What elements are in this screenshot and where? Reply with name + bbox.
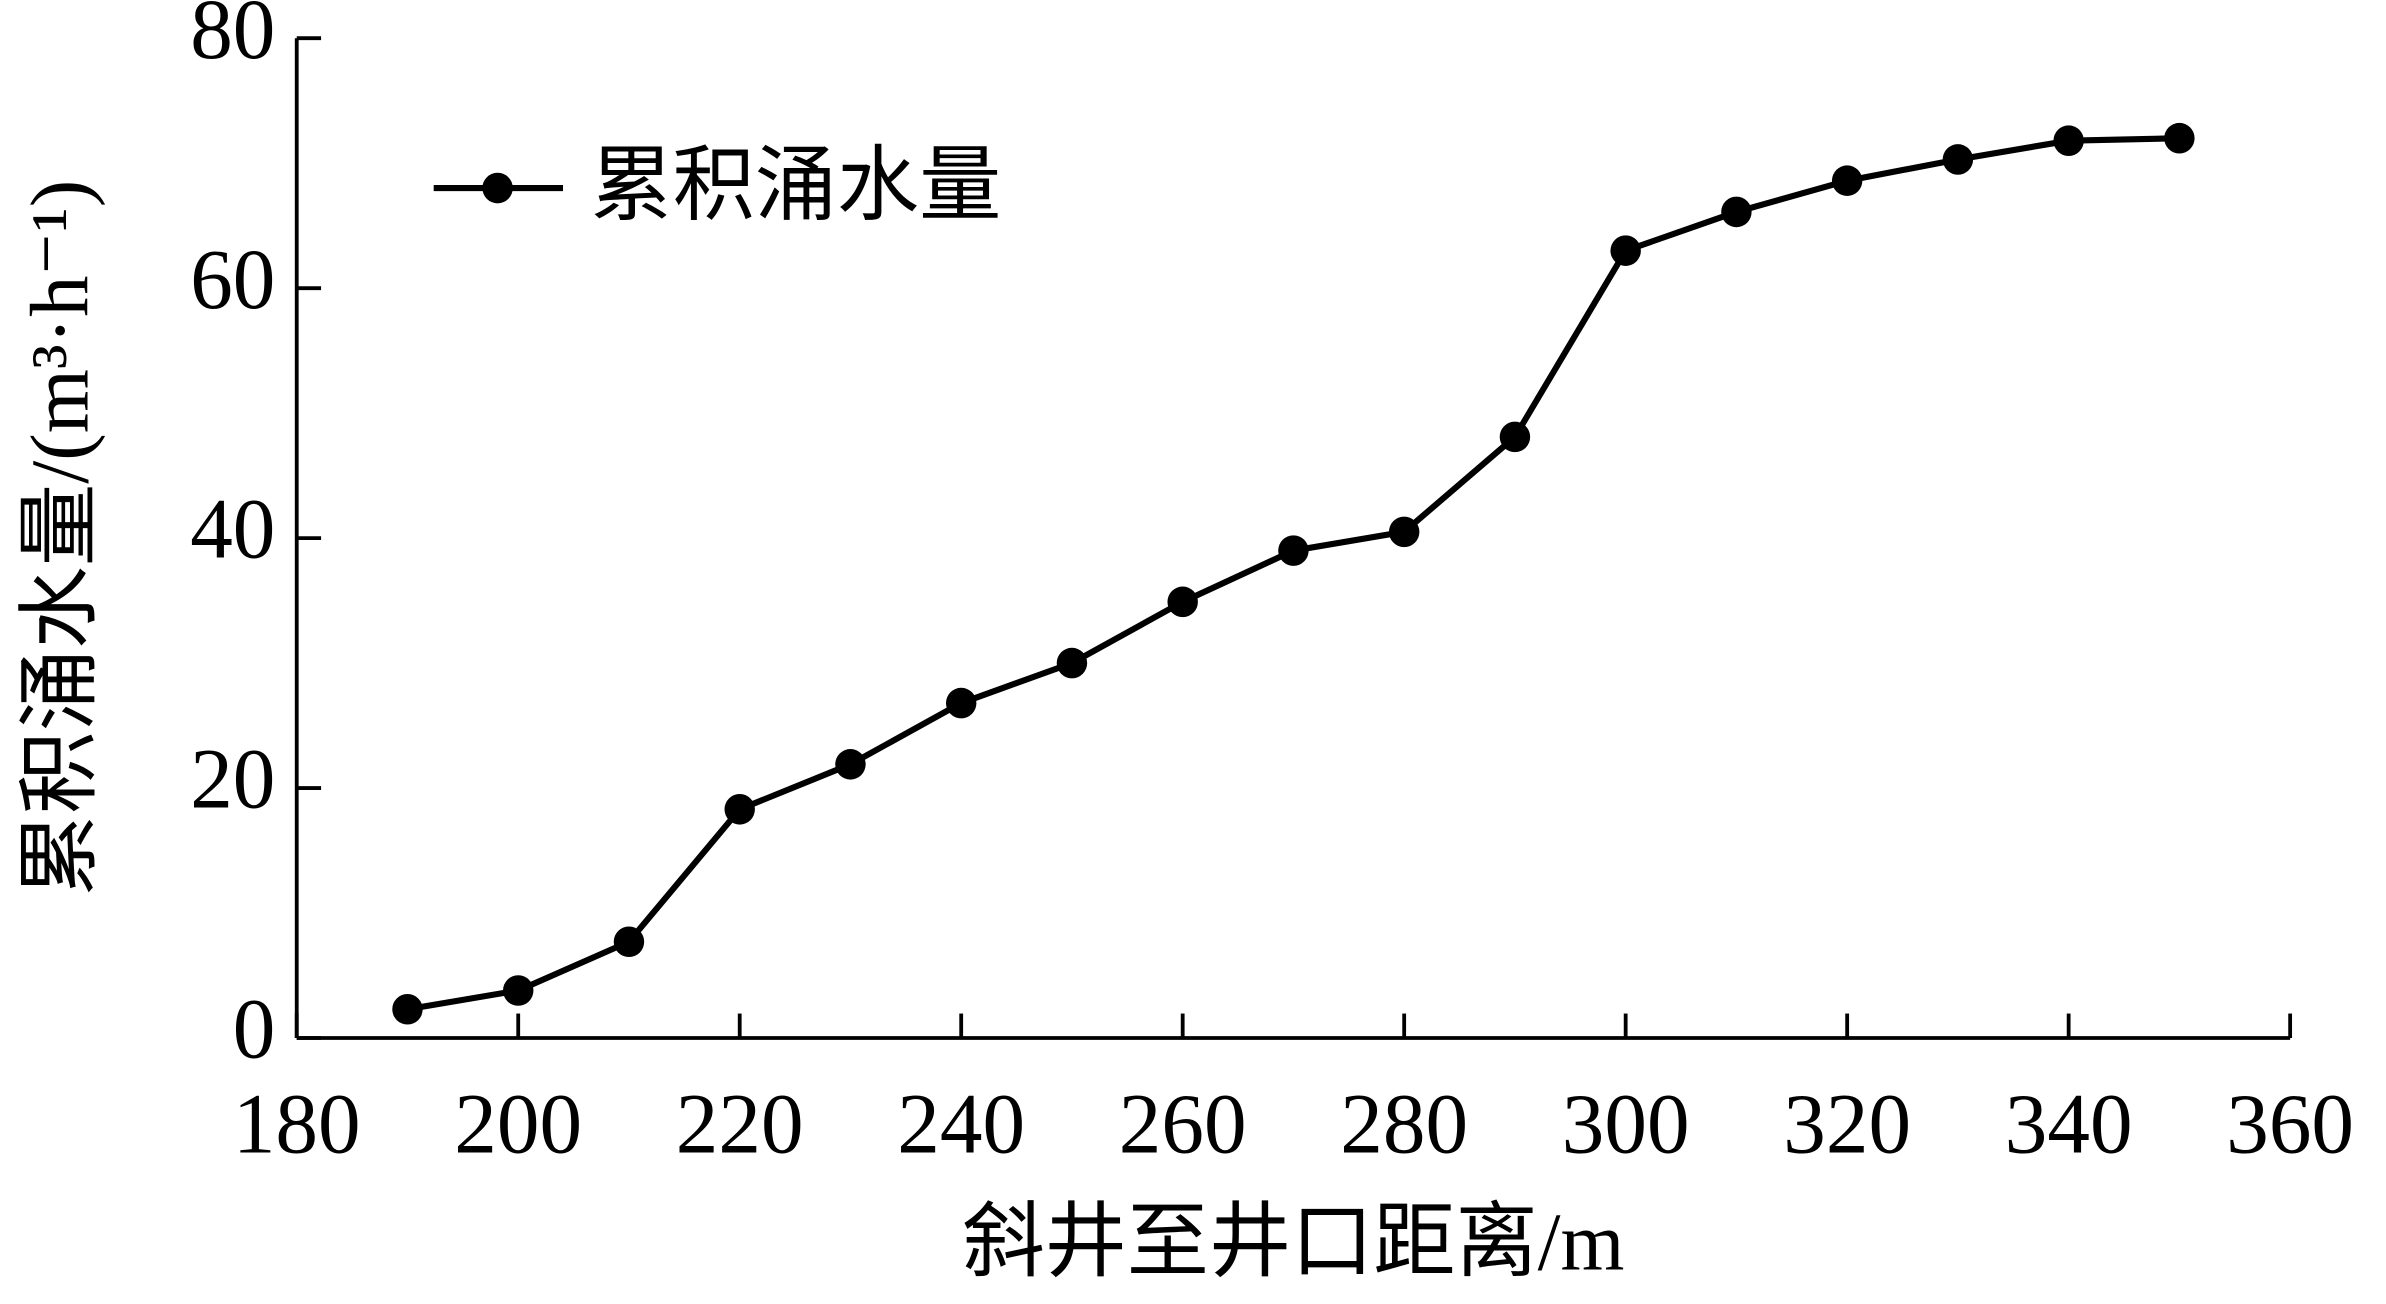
x-tick-label: 240 (897, 1077, 1025, 1171)
x-axis-label: 斜井至井口距离/m (962, 1196, 1624, 1287)
data-point (2053, 125, 2084, 156)
x-tick-label: 280 (1340, 1077, 1468, 1171)
x-tick-label: 200 (454, 1077, 582, 1171)
data-point (1831, 165, 1863, 196)
legend-marker (482, 172, 513, 204)
y-axis-label: 累积涌水量/(m³·h⁻¹) (15, 180, 106, 897)
data-point (1499, 421, 1531, 453)
data-point (1610, 235, 1641, 266)
x-tick-label: 340 (2005, 1077, 2133, 1171)
y-tick-label: 0 (233, 982, 276, 1076)
x-tick-label: 220 (676, 1077, 804, 1171)
data-point (392, 993, 423, 1025)
y-tick-label: 60 (190, 233, 275, 327)
data-point (1056, 647, 1088, 679)
x-tick-label: 260 (1119, 1077, 1247, 1171)
data-point (1167, 586, 1198, 618)
data-point (2164, 122, 2195, 154)
legend-label: 累积涌水量 (590, 140, 1001, 231)
x-tick-label: 180 (233, 1077, 361, 1171)
x-tick-label: 300 (1562, 1077, 1690, 1171)
y-tick-label: 80 (190, 0, 275, 77)
data-point (1278, 535, 1309, 566)
x-tick-label: 320 (1783, 1077, 1911, 1171)
data-point (1721, 196, 1752, 228)
data-point (613, 926, 645, 958)
data-point (724, 794, 755, 825)
data-point (1388, 516, 1420, 548)
x-tick-label: 360 (2226, 1077, 2354, 1171)
data-point (1942, 144, 1974, 175)
y-tick-label: 20 (190, 733, 275, 827)
data-point (945, 687, 977, 719)
data-line (406, 135, 2180, 1013)
data-point (503, 975, 534, 1006)
data-point (835, 749, 866, 780)
y-tick-label: 40 (190, 483, 275, 577)
